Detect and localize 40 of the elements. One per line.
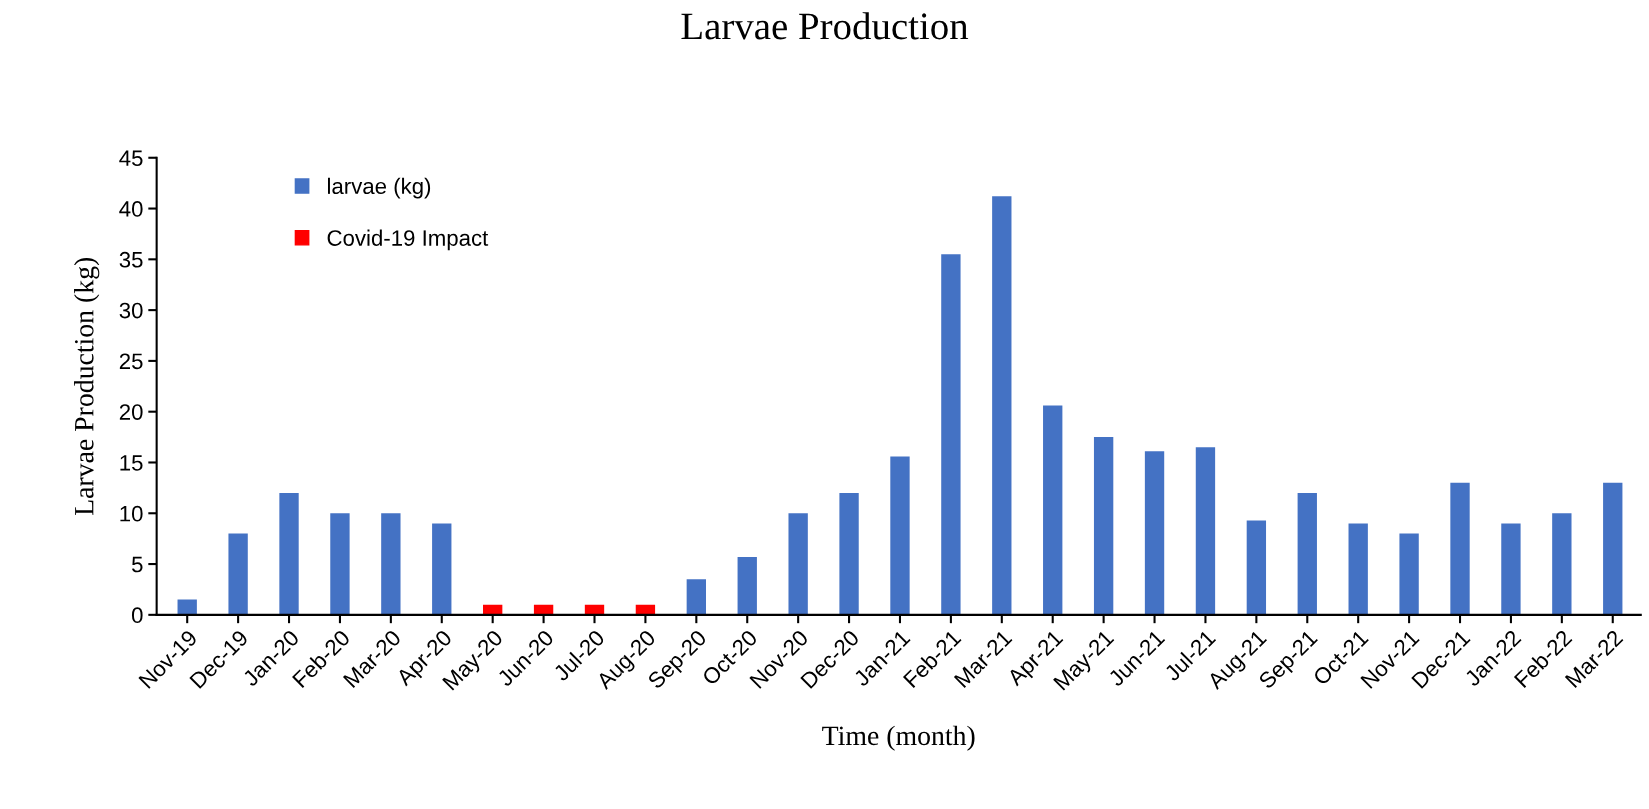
bar [941,254,961,615]
bar [890,456,910,615]
bar [1297,492,1317,615]
legend-label: larvae (kg) [327,177,431,199]
y-tick-label: 25 [119,353,143,370]
bar [1043,405,1063,615]
bar [279,492,299,615]
bar [992,196,1012,615]
y-tick-label: 40 [119,201,143,217]
bar [788,513,808,615]
y-axis-title: Larvae Production (kg) [74,257,100,516]
y-tick-label: 30 [119,302,143,319]
bar [1144,451,1165,615]
legend-label: Covid-19 Impact [327,229,489,251]
y-tick-label: 45 [119,150,143,167]
bar [177,599,197,615]
y-tick-label: 5 [131,556,143,573]
bar [432,523,452,615]
bar [1399,533,1419,615]
bar [1195,447,1216,615]
bar [1093,437,1114,615]
bar [1246,520,1267,615]
bar [1450,482,1470,615]
bar [1552,513,1572,615]
bar [839,492,859,615]
bar [1501,523,1521,615]
x-axis-title: Time (month) [822,725,975,751]
chart-title: Larvae Production [681,12,969,40]
bar [737,556,757,615]
y-tick-label: 10 [120,505,143,522]
bar [228,533,248,615]
bar [330,513,350,615]
bar [381,513,401,615]
bar [1603,482,1623,615]
bar [686,579,706,615]
y-tick-label: 0 [131,607,143,624]
y-tick-label: 35 [119,251,143,268]
y-tick-label: 15 [120,455,143,471]
y-tick-label: 20 [119,404,143,420]
bar [1348,523,1368,615]
